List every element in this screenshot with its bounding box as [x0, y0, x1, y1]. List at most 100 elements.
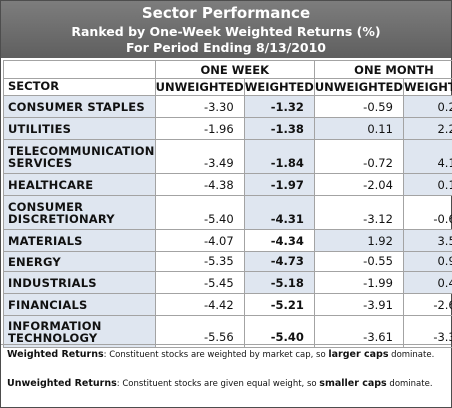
sector-name-cell: UTILITIES	[3, 117, 156, 140]
one-month-unweighted-cell: 0.11	[313, 117, 404, 140]
table-subheader-row: SECTOR UNWEIGHTED WEIGHTED UNWEIGHTED WE…	[3, 78, 452, 96]
sector-name-line: DISCRETIONARY	[8, 211, 115, 226]
one-week-unweighted-header: UNWEIGHTED	[154, 78, 245, 96]
one-month-unweighted-cell: -3.12	[313, 195, 404, 230]
one-week-unweighted-cell: -5.35	[154, 251, 245, 272]
one-month-unweighted-cell: 1.92	[313, 229, 404, 252]
one-week-unweighted-cell: -5.56	[154, 315, 245, 348]
table-row: ENERGY -5.35-4.73-0.550.92	[3, 251, 452, 272]
one-week-weighted-cell: -4.31	[243, 195, 315, 230]
sector-name-cell: ENERGY	[3, 251, 156, 272]
one-month-weighted-header: WEIGHTED	[402, 78, 452, 96]
sector-name-line: FINANCIALS	[8, 297, 88, 312]
sector-name-line: TECHNOLOGY	[8, 330, 98, 345]
definitions-footer: Weighted Returns: Constituent stocks are…	[1, 344, 451, 408]
one-month-unweighted-cell: -0.59	[313, 95, 404, 118]
sector-name-cell: INDUSTRIALS	[3, 271, 156, 294]
weighted-note-text: : Constituent stocks are weighted by mar…	[103, 350, 329, 360]
sector-name-cell: INFORMATION TECHNOLOGY	[3, 315, 156, 348]
one-month-weighted-cell: -0.61	[402, 195, 452, 230]
performance-table: ONE WEEK ONE MONTH SECTOR UNWEIGHTED WEI…	[3, 60, 452, 348]
weighted-note-end: dominate.	[388, 350, 435, 360]
one-month-unweighted-cell: -3.61	[313, 315, 404, 348]
one-month-weighted-cell: 2.20	[402, 117, 452, 140]
one-month-weighted-cell: 0.21	[402, 95, 452, 118]
sector-name-line: CONSUMER STAPLES	[8, 99, 145, 114]
one-month-unweighted-cell: -0.55	[313, 251, 404, 272]
one-month-weighted-cell: -2.64	[402, 293, 452, 316]
sector-column-header: SECTOR	[3, 78, 156, 96]
one-month-unweighted-cell: -1.99	[313, 271, 404, 294]
one-week-header: ONE WEEK	[154, 60, 315, 79]
table-row: MATERIALS -4.07-4.341.923.55	[3, 229, 452, 252]
sector-name-cell: MATERIALS	[3, 229, 156, 252]
title-banner: Sector Performance Ranked by One-Week We…	[1, 1, 451, 58]
table-row: FINANCIALS -4.42-5.21-3.91-2.64	[3, 293, 452, 316]
one-week-unweighted-cell: -5.40	[154, 195, 245, 230]
weighted-returns-label: Weighted Returns	[7, 349, 104, 360]
table-row: TELECOMMUNICATION SERVICES -3.49 -1.84 -0.72…	[3, 139, 452, 174]
table-row: CONSUMERDISCRETIONARY-5.40-4.31-3.12-0.6…	[3, 195, 452, 230]
one-week-weighted-cell: -1.38	[243, 117, 315, 140]
one-week-unweighted-cell: -3.30	[154, 95, 245, 118]
unweighted-note-text: : Constituent stocks are given equal wei…	[116, 379, 320, 389]
sector-name-line: TELECOMMUNICATION	[8, 143, 155, 158]
one-week-weighted-cell: -1.32	[243, 95, 315, 118]
sector-name-cell: CONSUMER DISCRETIONARY	[3, 195, 156, 230]
one-month-weighted-cell: 3.55	[402, 229, 452, 252]
sector-name-line: SERVICES	[8, 155, 73, 170]
one-month-weighted-cell: 0.11	[402, 173, 452, 196]
one-week-unweighted-cell: -3.49	[154, 139, 245, 174]
sector-name-cell: FINANCIALS	[3, 293, 156, 316]
sector-name-cell: HEALTHCARE	[3, 173, 156, 196]
unweighted-returns-label: Unweighted Returns	[7, 378, 117, 389]
table-row: INDUSTRIALS -5.45-5.18-1.990.49	[3, 271, 452, 294]
page-subtitle: Ranked by One-Week Weighted Returns (%)	[71, 24, 381, 39]
sector-name-cell: CONSUMER STAPLES	[3, 95, 156, 118]
sector-header-spacer	[3, 60, 156, 79]
table-row: HEALTHCARE -4.38-1.97-2.040.11	[3, 173, 452, 196]
page-title: Sector Performance	[141, 4, 311, 22]
one-week-unweighted-cell: -4.38	[154, 173, 245, 196]
one-week-weighted-cell: -5.21	[243, 293, 315, 316]
sector-name-line: INFORMATION	[8, 318, 102, 333]
one-week-unweighted-cell: -1.96	[154, 117, 245, 140]
one-month-weighted-cell: 0.92	[402, 251, 452, 272]
unweighted-returns-note: Unweighted Returns: Constituent stocks a…	[7, 378, 447, 390]
one-month-header: ONE MONTH	[313, 60, 452, 79]
one-week-weighted-header: WEIGHTED	[243, 78, 315, 96]
one-week-unweighted-cell: -5.45	[154, 271, 245, 294]
one-month-unweighted-cell: -2.04	[313, 173, 404, 196]
table-row: CONSUMER STAPLES -3.30-1.32-0.590.21	[3, 95, 452, 118]
one-week-weighted-cell: -1.84	[243, 139, 315, 174]
one-month-weighted-cell: -3.38	[402, 315, 452, 348]
one-month-weighted-cell: 4.16	[402, 139, 452, 174]
one-week-unweighted-cell: -4.07	[154, 229, 245, 252]
one-month-unweighted-cell: -3.91	[313, 293, 404, 316]
sector-name-line: CONSUMER	[8, 199, 84, 214]
sector-name-cell: TELECOMMUNICATION SERVICES	[3, 139, 156, 174]
unweighted-note-end: dominate.	[386, 379, 433, 389]
one-week-unweighted-cell: -4.42	[154, 293, 245, 316]
weighted-note-bold: larger caps	[328, 349, 389, 360]
sector-name-line: ENERGY	[8, 254, 61, 269]
one-month-unweighted-header: UNWEIGHTED	[313, 78, 404, 96]
table-group-header-row: ONE WEEK ONE MONTH	[3, 60, 452, 79]
one-week-weighted-cell: -1.97	[243, 173, 315, 196]
table-row: UTILITIES -1.96-1.380.112.20	[3, 117, 452, 140]
sector-name-line: MATERIALS	[8, 233, 83, 248]
unweighted-note-bold: smaller caps	[319, 378, 387, 389]
table-row: INFORMATIONTECHNOLOGY-5.56-5.40-3.61-3.3…	[3, 315, 452, 348]
one-week-weighted-cell: -4.34	[243, 229, 315, 252]
one-month-unweighted-cell: -0.72	[313, 139, 404, 174]
one-week-weighted-cell: -5.40	[243, 315, 315, 348]
one-week-weighted-cell: -4.73	[243, 251, 315, 272]
sector-name-line: UTILITIES	[8, 121, 72, 136]
one-month-weighted-cell: 0.49	[402, 271, 452, 294]
period-label: For Period Ending 8/13/2010	[126, 40, 326, 55]
sector-name-line: HEALTHCARE	[8, 177, 94, 192]
sector-name-line: INDUSTRIALS	[8, 275, 97, 290]
one-week-weighted-cell: -5.18	[243, 271, 315, 294]
weighted-returns-note: Weighted Returns: Constituent stocks are…	[7, 349, 447, 361]
